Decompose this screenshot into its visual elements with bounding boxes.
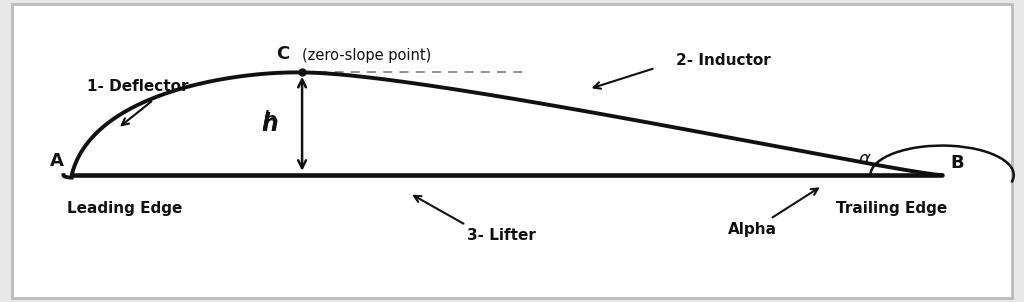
Text: $h$: $h$ <box>261 110 278 134</box>
Text: Alpha: Alpha <box>728 222 777 237</box>
Text: Leading Edge: Leading Edge <box>67 201 182 216</box>
Text: Trailing Edge: Trailing Edge <box>836 201 947 216</box>
Text: (zero-slope point): (zero-slope point) <box>302 48 431 63</box>
Text: 1- Deflector: 1- Deflector <box>87 79 189 94</box>
Text: A: A <box>49 152 63 170</box>
Text: 2- Inductor: 2- Inductor <box>676 53 771 68</box>
Text: 3- Lifter: 3- Lifter <box>467 228 537 243</box>
Text: $\bfit{h}$: $\bfit{h}$ <box>260 112 279 136</box>
Text: B: B <box>950 153 964 172</box>
Text: C: C <box>276 45 290 63</box>
Text: $\alpha$: $\alpha$ <box>858 149 872 168</box>
